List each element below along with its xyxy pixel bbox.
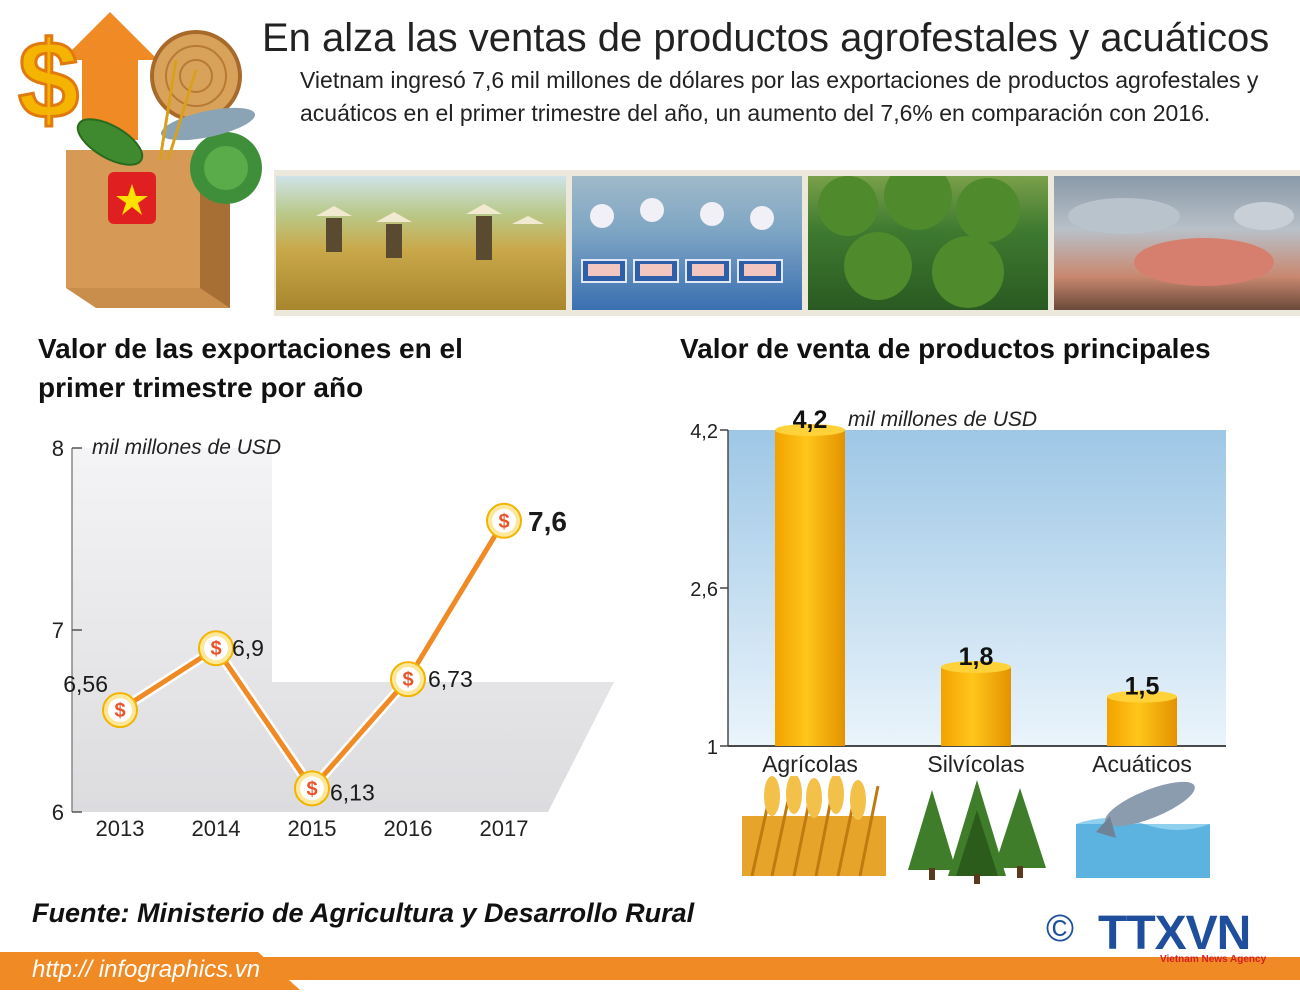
line-chart: 678 2013 2014 2015 2016 2017 $6,56$ 6,9$ 6,13$… [52,436,614,841]
x-tick-label: 2015 [288,816,337,841]
dollar-icon: $ [306,778,317,800]
wheat-illustration [742,776,886,876]
page-subtitle: Vietnam ingresó 7,6 mil millones de dóla… [300,67,1259,126]
y-tick-label: 7 [52,618,64,643]
bar-category-label: Silvícolas [927,751,1024,777]
footer-bar [0,957,1300,980]
fish-icon [160,107,256,141]
data-label: 6,73 [428,666,473,692]
data-point-2015: $6,13 [294,770,375,807]
bar-value-label: 1,8 [959,643,994,671]
data-label: 6,13 [330,779,375,805]
bar-category-label: Agrícolas [762,751,858,777]
bar-value-label: 4,2 [793,406,828,434]
fish-illustration [1076,781,1210,878]
dollar-icon: $ [402,669,413,691]
bar-body [941,667,1011,746]
data-label: 7,6 [528,506,567,537]
footer-url-tab [0,952,300,990]
line-chart-unit-label: mil millones de USD [92,436,281,459]
bar-chart-title: Valor de venta de productos principales [680,333,1211,364]
photo-forest [808,176,1048,310]
y-tick-label: 6 [52,800,64,825]
dollar-icon: $ [210,638,221,660]
ttxvn-logo: TTXVN [1098,907,1251,960]
data-label: 6,56 [63,671,108,697]
copyright-symbol: © [1046,908,1074,950]
data-label: 6,9 [232,635,264,661]
bar-y-tick-label: 2,6 [690,579,718,601]
point-marker [492,508,516,533]
ttxvn-tagline: Vietnam News Agency [1160,954,1267,965]
bar-body [1107,696,1177,746]
line-chart-backdrop [72,448,614,812]
data-point-2013: $6,56 [63,671,138,729]
data-point-2014: $6,9 [198,630,264,667]
bar-chart: 1 2,6 4,2 4,2 1,8 1,5 Agrícolas Silvícolas Acu… [690,406,1226,777]
x-tick-label: 2017 [480,816,529,841]
bar-chart-unit-label: mil millones de USD [848,408,1037,431]
bar-Silvícolas: 1,8 [941,643,1011,746]
cucumber-icon [76,118,144,166]
bar-Acuáticos: 1,5 [1107,673,1177,746]
photo-fish-processing [572,176,802,310]
data-point-2017: $7,6 [486,502,567,539]
bar-top [775,424,845,436]
point-marker [204,636,228,661]
photo-seafood [1054,176,1300,310]
bar-Agrícolas: 4,2 [775,406,845,746]
bar-category-label: Acuáticos [1092,751,1192,777]
page-title: En alza las ventas de productos agrofest… [262,16,1270,60]
y-tick-label: 8 [52,436,64,461]
point-marker [108,698,132,723]
forest-illustration [908,780,1046,884]
bar-y-tick-label: 1 [707,737,718,759]
data-point-2016: $6,73 [390,661,473,698]
bar-value-label: 1,5 [1125,673,1160,701]
bar-y-tick-label: 4,2 [690,421,718,443]
x-tick-label: 2016 [384,816,433,841]
bar-top [941,661,1011,673]
dollar-icon: $ [114,700,125,722]
growth-arrow-icon [62,12,158,140]
source-note: Fuente: Ministerio de Agricultura y Desa… [32,898,695,928]
footer-url[interactable]: http:// infographics.vn [32,956,261,983]
bar-body [775,430,845,746]
x-tick-label: 2013 [96,816,145,841]
point-marker [396,667,420,692]
line-chart-title: Valor de las exportaciones en el primer … [38,333,463,403]
header-illustration: $ [17,12,262,308]
bar-top [1107,690,1177,703]
dollar-icon: $ [498,511,509,533]
x-tick-label: 2014 [192,816,241,841]
photo-rice-harvest [276,176,566,310]
dollar-sign-icon: $ [18,19,79,142]
point-marker [300,776,324,801]
wheat-icon [158,59,198,161]
